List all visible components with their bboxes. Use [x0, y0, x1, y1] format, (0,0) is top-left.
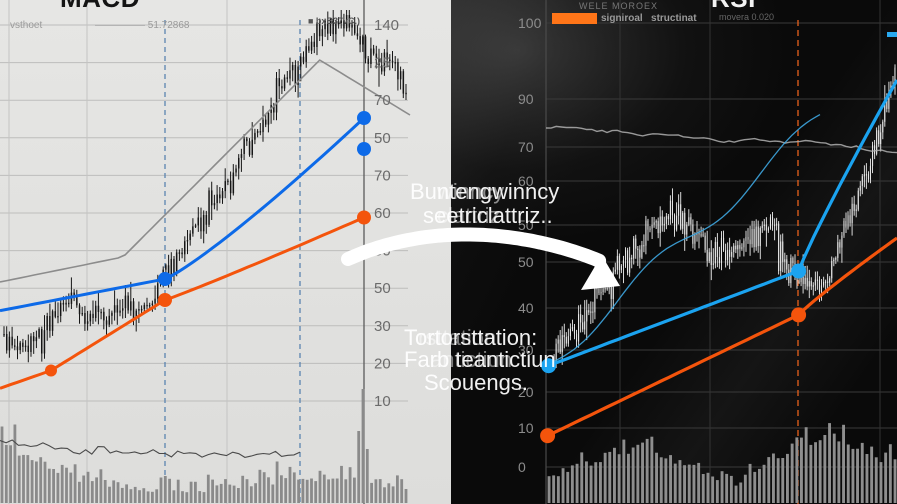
svg-text:30: 30	[518, 342, 534, 358]
svg-text:60: 60	[374, 205, 391, 222]
svg-text:70: 70	[374, 92, 391, 109]
svg-text:50: 50	[374, 130, 391, 147]
svg-text:0: 0	[518, 459, 526, 475]
svg-text:25: 25	[374, 55, 391, 72]
svg-text:50: 50	[374, 280, 391, 297]
svg-text:10: 10	[518, 420, 534, 436]
svg-text:20: 20	[374, 355, 391, 372]
svg-text:40: 40	[518, 300, 534, 316]
svg-text:50: 50	[374, 243, 391, 260]
svg-text:50: 50	[518, 254, 534, 270]
svg-text:60: 60	[518, 173, 534, 189]
svg-text:50: 50	[518, 217, 534, 233]
svg-text:10: 10	[374, 393, 391, 410]
svg-text:90: 90	[518, 91, 534, 107]
svg-text:70: 70	[374, 167, 391, 184]
svg-text:70: 70	[518, 139, 534, 155]
svg-text:30: 30	[374, 318, 391, 335]
svg-text:20: 20	[518, 384, 534, 400]
svg-text:140: 140	[374, 17, 399, 34]
svg-text:100: 100	[518, 15, 542, 31]
